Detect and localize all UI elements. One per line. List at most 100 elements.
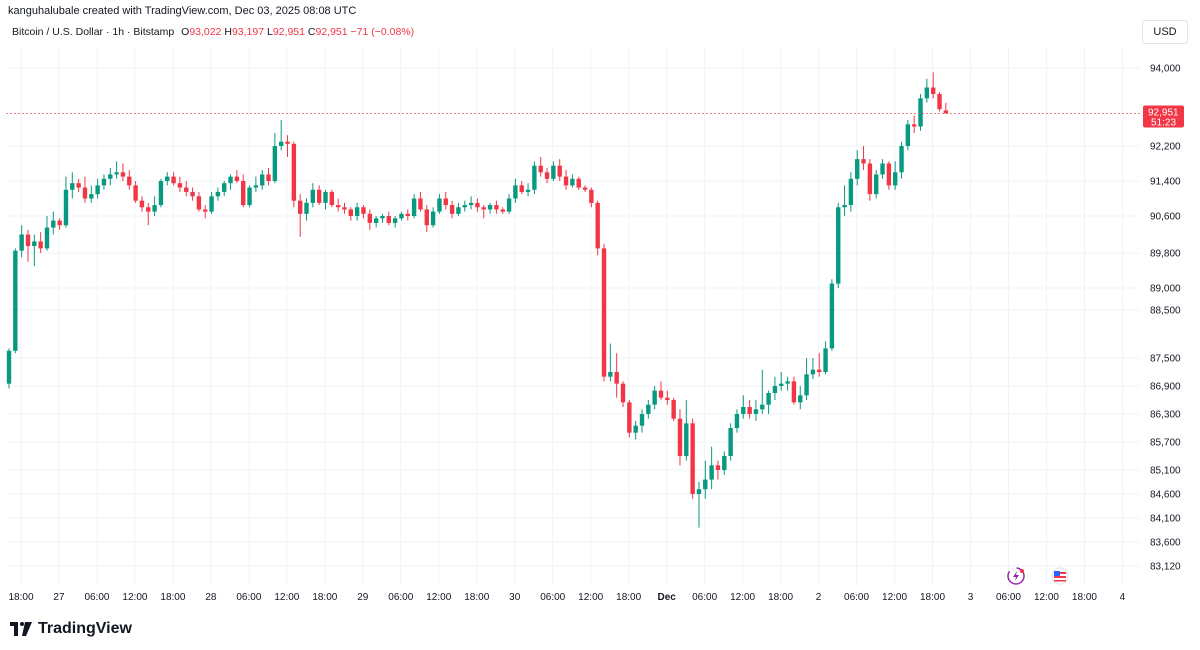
candle-body — [44, 227, 50, 249]
candle — [525, 183, 531, 197]
candle — [82, 176, 88, 203]
candle-body — [861, 159, 866, 164]
currency-button[interactable]: USD — [1142, 20, 1188, 44]
candle — [570, 174, 575, 188]
candle-body — [260, 174, 265, 186]
candle — [367, 209, 373, 230]
candle — [817, 353, 822, 377]
time-tick-label: 3 — [968, 592, 974, 603]
candle — [842, 185, 847, 216]
candle-body — [152, 205, 157, 212]
symbol-name[interactable]: Bitcoin / U.S. Dollar · 1h · Bitstamp — [12, 26, 175, 38]
candle — [13, 248, 18, 354]
time-tick-label: 12:00 — [274, 592, 299, 603]
candle-body — [513, 185, 518, 199]
candle — [449, 200, 455, 219]
candle-body — [728, 428, 733, 456]
candle-body — [804, 374, 809, 396]
candle — [405, 209, 410, 221]
candle-body — [709, 465, 714, 480]
candle — [354, 202, 360, 221]
candle-body — [633, 425, 638, 433]
candle — [316, 185, 322, 206]
candle-body — [25, 234, 31, 247]
candle-body — [316, 189, 322, 203]
candle — [386, 211, 391, 226]
candle-body — [456, 207, 461, 214]
candlestick-series — [6, 72, 949, 528]
candle — [44, 216, 50, 251]
candle-body — [791, 381, 797, 403]
time-tick-label: 18:00 — [464, 592, 489, 603]
candle — [120, 163, 126, 181]
candle-body — [310, 189, 316, 203]
candle-body — [620, 383, 626, 403]
price-tick-label: 85,700 — [1150, 438, 1181, 449]
time-tick-label: 12:00 — [426, 592, 451, 603]
candle — [899, 141, 904, 179]
candle-body — [234, 176, 240, 181]
candle-body — [487, 205, 493, 210]
candle — [272, 133, 278, 184]
candle — [785, 376, 790, 391]
candle-body — [766, 393, 771, 405]
time-tick-label: Dec — [657, 592, 676, 603]
candle — [411, 194, 417, 219]
candle-body — [677, 418, 683, 456]
us-flag-icon[interactable] — [1051, 567, 1069, 585]
candle-body — [127, 176, 132, 186]
candle — [177, 176, 183, 192]
candle — [911, 115, 917, 133]
candle-body — [817, 369, 822, 372]
candle-body — [405, 213, 410, 216]
candle-body — [76, 183, 81, 188]
candle — [6, 348, 12, 389]
low-value: 92,951 — [272, 26, 305, 38]
candle — [582, 185, 588, 192]
candle-body — [247, 187, 252, 206]
candle-body — [715, 465, 721, 470]
candle — [203, 205, 208, 219]
candle-body — [203, 209, 208, 212]
candle — [285, 135, 290, 157]
candle — [494, 200, 499, 214]
candle — [462, 200, 467, 212]
candle — [772, 376, 778, 400]
candle — [709, 446, 714, 490]
candle — [304, 198, 309, 221]
candle — [158, 178, 164, 208]
close-label: C — [307, 26, 316, 38]
change-value: −71 (−0.08%) — [350, 26, 415, 38]
brand-name: TradingView — [38, 620, 132, 637]
tradingview-logo[interactable]: TradingView — [10, 620, 132, 638]
price-tick-label: 84,600 — [1150, 490, 1181, 501]
candle — [342, 202, 347, 214]
candle-body — [772, 386, 778, 393]
candle — [456, 202, 461, 216]
candle — [557, 159, 562, 181]
candle-body — [867, 163, 873, 195]
candle-body — [937, 94, 942, 110]
candle — [487, 202, 493, 214]
candle — [633, 421, 638, 440]
candle-body — [63, 189, 69, 226]
flash-icon[interactable] — [1007, 567, 1025, 585]
candle-body — [215, 191, 221, 197]
candle-body — [836, 207, 841, 284]
price-tag-value: 92,951 — [1148, 107, 1179, 118]
candle — [658, 381, 664, 400]
time-tick-label: 18:00 — [312, 592, 337, 603]
price-tick-label: 85,100 — [1150, 466, 1181, 477]
candle — [101, 174, 107, 190]
candle-body — [658, 390, 664, 398]
candle-body — [753, 409, 759, 414]
candle-body — [354, 207, 360, 216]
candle-body — [525, 189, 531, 192]
candle-body — [722, 456, 727, 470]
time-tick-label: 12:00 — [730, 592, 755, 603]
candle — [874, 170, 879, 199]
candle — [335, 198, 341, 212]
candle-body — [462, 205, 467, 208]
high-label: H — [224, 26, 232, 38]
